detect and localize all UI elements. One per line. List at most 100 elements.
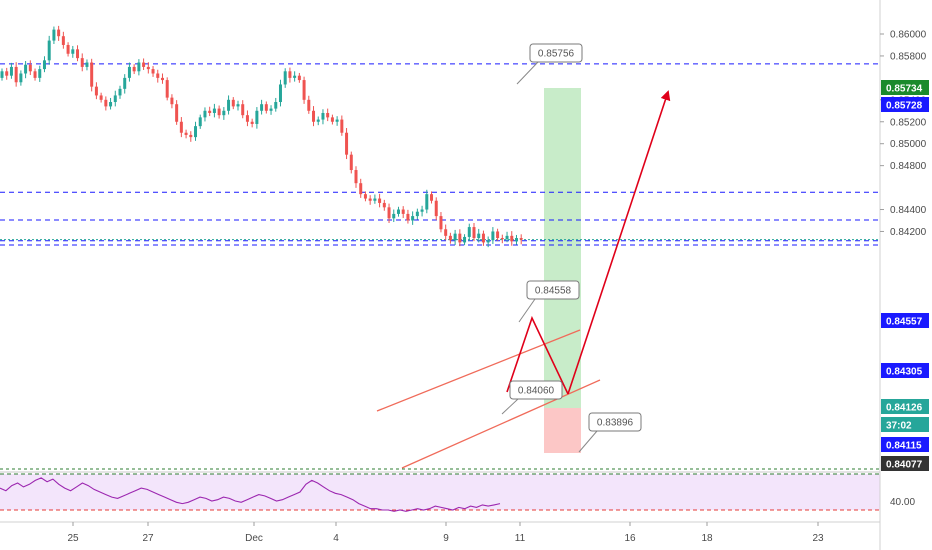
price-label-text: 37:02	[886, 421, 912, 432]
drawings	[376, 90, 671, 469]
candle-body	[208, 110, 212, 113]
candle-body	[392, 213, 396, 219]
candle-body	[19, 73, 23, 83]
candle-body	[481, 233, 485, 243]
candle-body	[448, 235, 452, 241]
candle-body	[491, 231, 495, 241]
candle-body	[274, 102, 278, 109]
rsi-band	[0, 474, 880, 510]
rsi-pane[interactable]	[0, 471, 880, 512]
candle-body	[160, 77, 164, 81]
price-label-text: 0.84077	[886, 460, 923, 471]
candle-body	[170, 97, 174, 105]
candle-body	[477, 233, 481, 239]
candle-body	[278, 84, 282, 103]
time-tick-label: 25	[67, 533, 79, 544]
candle-body	[132, 66, 136, 72]
candle-body	[354, 170, 358, 184]
candle-body	[368, 198, 372, 201]
candle-body	[486, 240, 490, 243]
candle-body	[302, 80, 306, 100]
projection-arrow	[567, 90, 671, 395]
time-axis[interactable]: 25 27 Dec 4 9 11 16 18 23	[67, 522, 824, 544]
candle-body	[57, 29, 61, 37]
candle-body	[33, 71, 37, 78]
price-axis[interactable]: 0.860000.858000.854000.852000.850000.848…	[880, 30, 927, 238]
price-tick-label: 0.85800	[890, 51, 927, 62]
rsi-axis: 40.00	[890, 497, 915, 508]
price-label-box	[881, 399, 929, 414]
candle-body	[434, 200, 438, 217]
candle-body	[458, 233, 462, 243]
price-label-box	[881, 97, 929, 112]
candle-body	[198, 117, 202, 127]
time-tick-label: 18	[701, 533, 713, 544]
candle-body	[236, 104, 240, 107]
candle-body	[151, 69, 155, 74]
rsi-line	[0, 477, 501, 512]
candle-body	[127, 66, 131, 78]
price-label-box	[881, 456, 929, 471]
price-tick-label: 0.84400	[890, 205, 927, 216]
time-tick-label: 11	[515, 533, 526, 544]
candle-body	[76, 49, 80, 59]
callout-pointer	[516, 61, 539, 85]
candle-body	[335, 119, 339, 122]
candle-body	[283, 71, 287, 85]
candle-body	[264, 104, 268, 111]
candle-body	[9, 66, 13, 76]
candle-body	[363, 194, 367, 199]
channel-upper-line	[376, 329, 581, 412]
candle-body	[382, 202, 386, 208]
candle-body	[47, 40, 51, 61]
candle-body	[38, 69, 42, 78]
callout-label: 0.85756	[538, 49, 575, 60]
candle-body	[373, 198, 377, 201]
candle-body	[505, 235, 509, 240]
callout-pointer	[518, 298, 536, 323]
price-label-text: 0.84557	[886, 317, 923, 328]
candle-body	[109, 102, 113, 107]
candle-body	[293, 75, 297, 78]
candle-body	[42, 60, 46, 70]
candle-body	[500, 238, 504, 240]
candle-body	[349, 154, 353, 171]
projection-path	[506, 315, 569, 395]
price-tick-label: 0.85200	[890, 117, 927, 128]
candle-body	[411, 216, 415, 221]
candle-body	[175, 104, 179, 122]
candle-body	[297, 75, 301, 81]
candle-body	[510, 235, 514, 242]
candle-body	[467, 227, 471, 237]
callout-label: 0.84558	[535, 286, 572, 297]
price-tick-label: 0.84800	[890, 161, 927, 172]
price-label-box	[881, 363, 929, 378]
candle-body	[330, 117, 334, 122]
time-tick-label: 16	[624, 533, 636, 544]
candle-body	[118, 88, 122, 96]
candle-body	[212, 108, 216, 113]
candle-body	[142, 62, 146, 67]
price-tick-label: 0.84200	[890, 227, 927, 238]
candle-body	[260, 104, 264, 111]
candle-body	[5, 71, 9, 76]
candle-body	[312, 110, 316, 122]
candle-body	[316, 119, 320, 122]
candle-body	[61, 36, 65, 45]
candle-body	[194, 126, 198, 138]
candle-body	[203, 110, 207, 118]
callout-pointer	[501, 398, 519, 415]
candle-body	[444, 229, 448, 236]
callout-box	[526, 280, 580, 300]
candle-body	[24, 64, 28, 74]
candle-body	[222, 110, 226, 116]
price-labels: 0.85734 0.85728 0.84557 0.84305 0.84126 37:02…	[881, 80, 929, 471]
candle-body	[85, 62, 89, 67]
candle-body	[217, 108, 221, 116]
price-label-box	[881, 80, 929, 95]
stop-zone	[544, 408, 581, 453]
candle-body	[430, 194, 434, 201]
target-zone	[544, 88, 581, 408]
callout-label: 0.83896	[597, 418, 634, 429]
